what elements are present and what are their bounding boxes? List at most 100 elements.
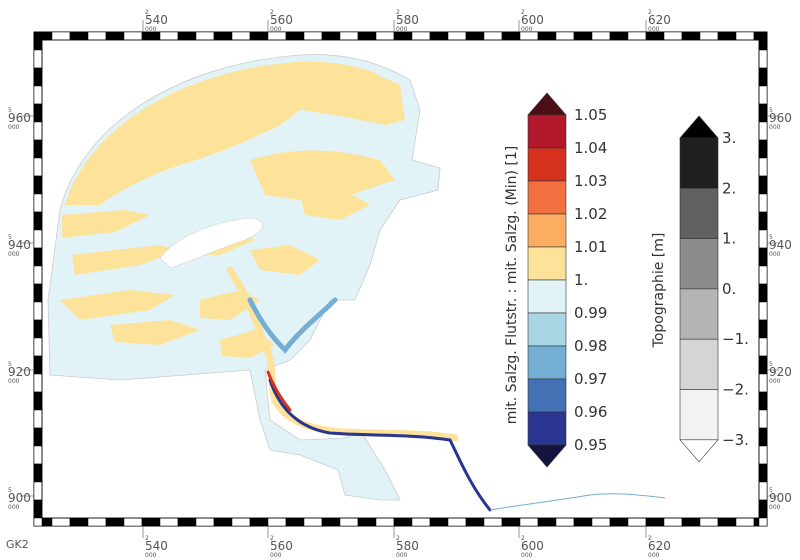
frame-segment — [758, 283, 768, 303]
tick-suffix: 000 — [769, 378, 781, 385]
northing-label: 960 — [8, 111, 31, 125]
frame-segment — [537, 31, 557, 41]
tick-prefix: 5 — [769, 234, 773, 241]
frame-segment — [758, 319, 768, 339]
tick-prefix: 5 — [8, 361, 12, 368]
frame-segment — [303, 31, 323, 41]
topo-colorbar-tick-label: 1. — [722, 230, 736, 248]
frame-segment — [758, 31, 768, 51]
frame-segment — [758, 175, 768, 195]
frame-segment — [393, 31, 413, 41]
frame-segment — [609, 31, 629, 41]
tick-suffix: 000 — [8, 504, 20, 511]
frame-segment — [735, 31, 755, 41]
frame-segment — [33, 67, 43, 87]
frame-segment — [33, 499, 43, 519]
tick-prefix: 2 — [521, 9, 525, 16]
frame-segment — [357, 31, 377, 41]
topo-colorbar-tick-label: 0. — [722, 280, 736, 298]
frame-segment — [33, 319, 43, 339]
frame-segment — [483, 517, 503, 527]
frame-segment — [33, 373, 43, 393]
frame-segment — [758, 193, 768, 213]
frame-segment — [33, 49, 43, 69]
frame-segment — [429, 31, 449, 41]
frame-segment — [87, 517, 107, 527]
ratio-colorbar-tick-label: 0.98 — [574, 337, 607, 355]
frame-segment — [321, 31, 341, 41]
ratio-colorbar-tick-label: 0.96 — [574, 403, 607, 421]
tidal-flat — [250, 245, 320, 275]
easting-label: 620 — [648, 13, 671, 27]
ratio-colorbar-swatch — [527, 279, 567, 314]
tidal-flat — [250, 150, 395, 200]
frame-segment — [501, 31, 521, 41]
tick-prefix: 2 — [270, 9, 274, 16]
frame-segment — [33, 31, 43, 51]
tidal-flat — [62, 210, 150, 238]
tick-suffix: 000 — [521, 552, 533, 559]
frame-segment — [758, 337, 768, 357]
frame-segment — [33, 409, 43, 429]
ratio-colorbar-swatch — [527, 246, 567, 281]
frame-segment — [33, 121, 43, 141]
ratio-colorbar-swatch — [527, 345, 567, 380]
frame-segment — [483, 31, 503, 41]
frame-segment — [555, 31, 575, 41]
ratio-colorbar-tick-label: 1. — [574, 271, 588, 289]
topography-colorbar: 3. 2. 1. 0. −1. −2. −3. — [679, 115, 749, 463]
topo-colorbar-tick-label: −3. — [722, 431, 749, 449]
topo-colorbar-under-arrow — [679, 439, 719, 463]
ratio-colorbar-tick-label: 1.03 — [574, 172, 607, 190]
frame-segment — [465, 31, 485, 41]
topo-colorbar-swatch — [679, 338, 719, 390]
channels — [226, 266, 492, 512]
easting-label: 600 — [521, 13, 544, 27]
northing-label: 900 — [8, 491, 31, 505]
frame-segment — [555, 517, 575, 527]
frame-segment — [33, 139, 43, 159]
frame-segment — [501, 517, 521, 527]
high-ratio-zone — [266, 370, 292, 412]
frame-segment — [321, 517, 341, 527]
frame-segment — [51, 31, 71, 41]
tick-prefix: 2 — [396, 9, 400, 16]
frame-segment — [159, 31, 179, 41]
northing-label: 960 — [769, 111, 792, 125]
frame-segment — [758, 301, 768, 321]
frame-segment — [69, 31, 89, 41]
frame-segment — [33, 481, 43, 501]
northing-label: 900 — [769, 491, 792, 505]
frame-segment — [177, 31, 197, 41]
frame-segment — [33, 103, 43, 123]
frame-segment — [663, 517, 683, 527]
tidal-flats — [60, 61, 405, 358]
frame-segment — [609, 517, 629, 527]
frame-segment — [33, 157, 43, 177]
easting-label: 560 — [270, 539, 293, 553]
frame-segment — [303, 517, 323, 527]
frame-segment — [411, 517, 431, 527]
frame-segment — [33, 337, 43, 357]
frame-segment — [33, 175, 43, 195]
tick-suffix: 000 — [769, 251, 781, 258]
ratio-colorbar-swatch — [527, 114, 567, 149]
frame-segment — [33, 229, 43, 249]
frame-segment — [758, 67, 768, 87]
tick-prefix: 2 — [145, 9, 149, 16]
frame-segment — [159, 517, 179, 527]
ratio-colorbar-tick-label: 0.97 — [574, 370, 607, 388]
easting-label: 600 — [521, 539, 544, 553]
easting-label: 560 — [270, 13, 293, 27]
frame-segment — [267, 31, 287, 41]
ratio-colorbar-tick-label: 1.01 — [574, 238, 607, 256]
tick-prefix: 2 — [648, 535, 652, 542]
tick-prefix: 2 — [648, 9, 652, 16]
frame-segment — [285, 31, 305, 41]
tidal-flat — [60, 290, 175, 320]
frame-segment — [411, 31, 431, 41]
frame-segment — [375, 517, 395, 527]
frame-segment — [231, 31, 251, 41]
frame-segment — [735, 517, 755, 527]
frame-segment — [33, 517, 43, 527]
